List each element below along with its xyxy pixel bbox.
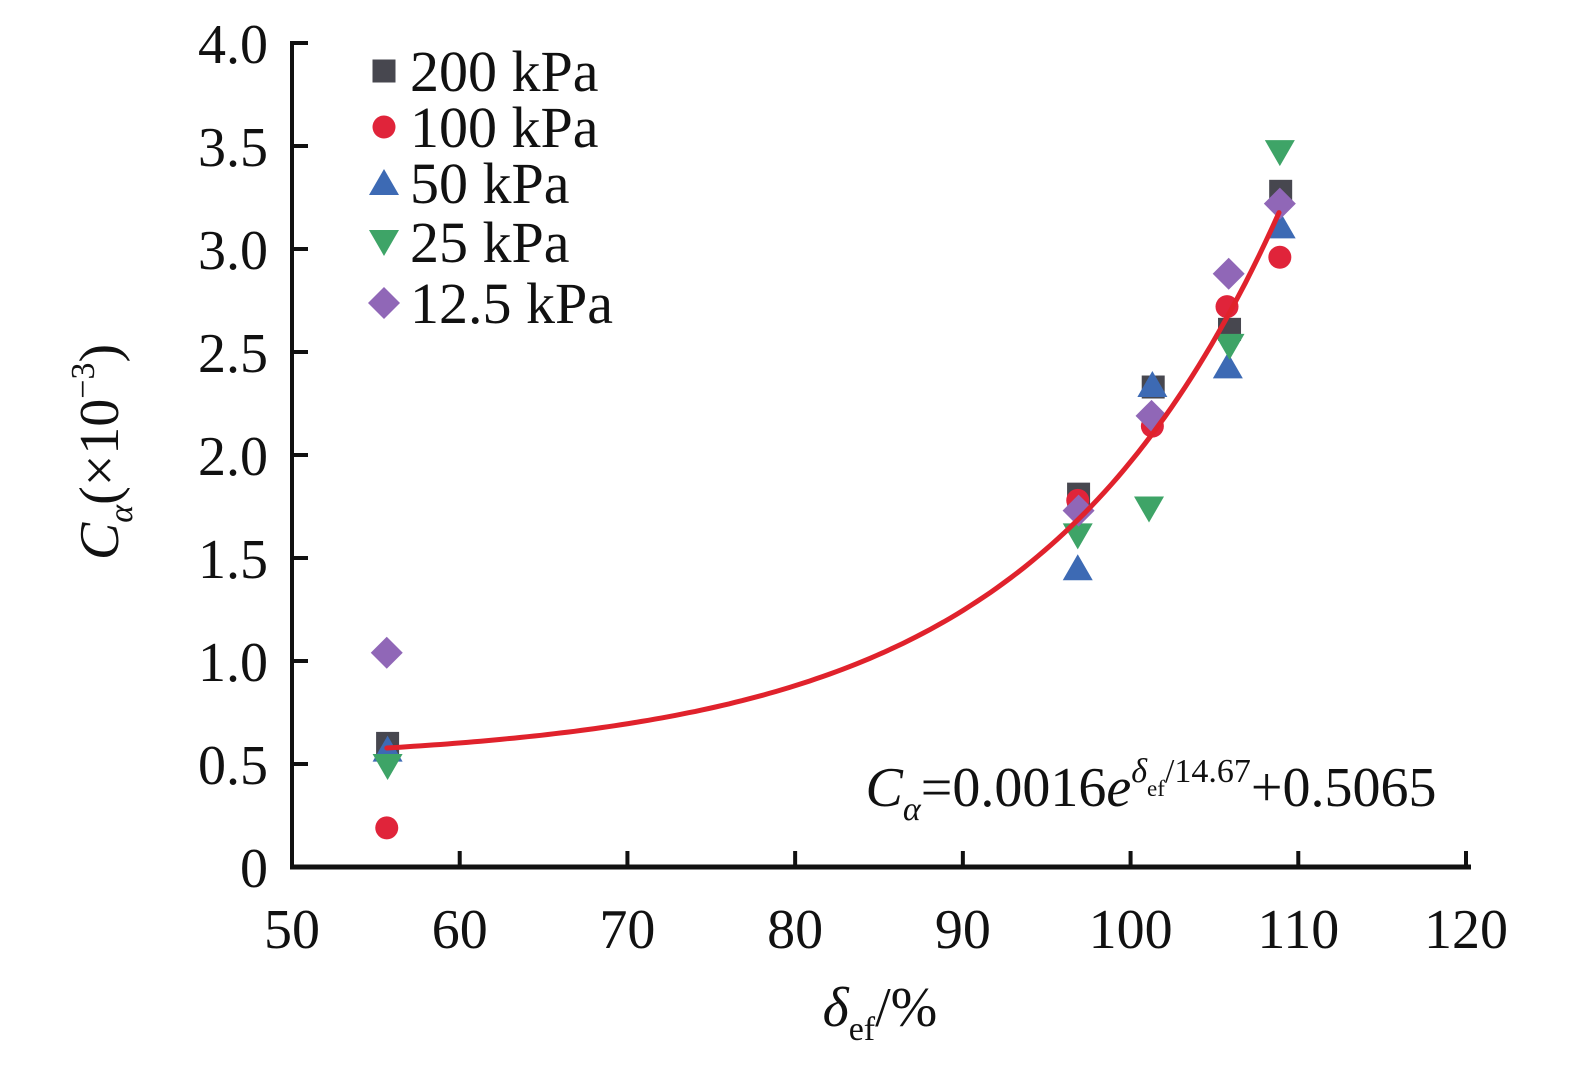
data-point-12.5-kpa: [370, 636, 403, 669]
legend-label-25-kpa: 25 kPa: [410, 210, 570, 275]
legend-item-25-kpa: 25 kPa: [369, 210, 570, 275]
data-point-50-kpa: [1137, 370, 1168, 397]
data-point-50-kpa: [1212, 352, 1243, 379]
legend-marker-50-kpa: [369, 169, 399, 195]
y-tick-label: 3.5: [198, 117, 268, 179]
data-point-25-kpa: [372, 754, 403, 781]
x-tick-label: 60: [432, 899, 488, 961]
legend-marker-100-kpa: [372, 115, 396, 139]
legend-marker-25-kpa: [369, 230, 399, 256]
x-tick-label: 90: [935, 899, 991, 961]
x-tick-label: 70: [599, 899, 655, 961]
y-axis-title: Cα(×10−3): [65, 344, 140, 560]
y-tick-label: 2.0: [198, 426, 268, 488]
x-tick-label: 80: [767, 899, 823, 961]
legend-marker-12.5-kpa: [368, 287, 400, 319]
data-point-25-kpa: [1134, 496, 1165, 523]
fit-equation: Cα=0.0016eδef/14.67+0.5065: [866, 753, 1437, 828]
y-axis-ticks: 0 0.5 1.0 1.5 2.0 2.5 3.0 3.5 4.0: [198, 14, 308, 900]
y-tick-label: 1.5: [198, 529, 268, 591]
y-tick-label: 2.5: [198, 323, 268, 385]
y-tick-label: 1.0: [198, 632, 268, 694]
data-point-100-kpa: [375, 816, 399, 840]
y-tick-label: 0.5: [198, 735, 268, 797]
x-axis-title: δef/%: [823, 977, 938, 1048]
legend-label-100-kpa: 100 kPa: [410, 95, 599, 160]
data-point-12.5-kpa: [1212, 257, 1245, 290]
fit-curve: [384, 210, 1282, 751]
legend-item-50-kpa: 50 kPa: [369, 151, 570, 216]
data-point-50-kpa: [1265, 212, 1296, 239]
legend-marker-200-kpa: [372, 59, 396, 83]
data-point-100-kpa: [1215, 295, 1239, 319]
data-point-100-kpa: [1268, 245, 1292, 269]
data-point-25-kpa: [1214, 333, 1245, 360]
legend-label-200-kpa: 200 kPa: [410, 39, 599, 104]
data-point-12.5-kpa: [1263, 187, 1296, 220]
legend-label-50-kpa: 50 kPa: [410, 151, 570, 216]
y-tick-label: 0: [240, 838, 268, 900]
x-axis-ticks: 50 60 70 80 90 100 110 120: [264, 851, 1508, 961]
x-tick-label: 50: [264, 899, 320, 961]
x-tick-label: 120: [1424, 899, 1508, 961]
y-tick-label: 4.0: [198, 14, 268, 76]
x-tick-label: 100: [1089, 899, 1173, 961]
legend-item-200-kpa: 200 kPa: [372, 39, 599, 104]
data-point-25-kpa: [1264, 140, 1295, 167]
data-point-50-kpa: [1062, 554, 1093, 581]
legend-label-12.5-kpa: 12.5 kPa: [410, 271, 613, 336]
x-tick-label: 110: [1257, 899, 1339, 961]
legend-item-100-kpa: 100 kPa: [372, 95, 599, 160]
y-tick-label: 3.0: [198, 220, 268, 282]
data-point-12.5-kpa: [1062, 494, 1095, 527]
legend-item-12.5-kpa: 12.5 kPa: [368, 271, 613, 336]
